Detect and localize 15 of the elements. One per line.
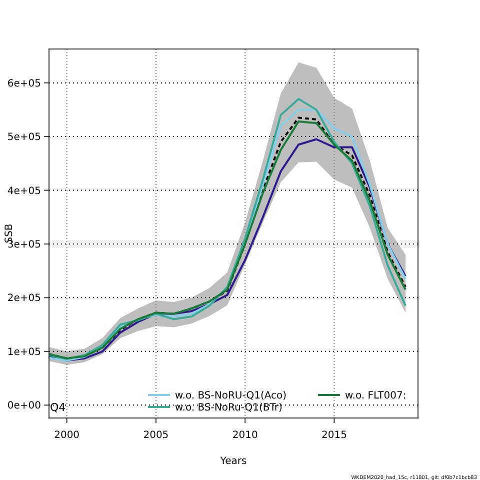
y-tick-label: 4e+05 bbox=[7, 186, 41, 197]
y-tick-label: 6e+05 bbox=[7, 78, 41, 90]
x-tick-label: 2015 bbox=[321, 430, 347, 441]
x-tick-label: 2005 bbox=[143, 430, 169, 441]
y-tick-label: 0e+00 bbox=[7, 400, 41, 412]
y-tick-label: 2e+05 bbox=[7, 293, 41, 304]
annotation: Q4 bbox=[50, 401, 66, 414]
legend-label: w.o. FLT007: bbox=[345, 390, 406, 402]
x-tick-label: 2000 bbox=[54, 430, 80, 441]
legend-label: w.o. BS-NoRu-Q1(BTr) bbox=[175, 402, 283, 414]
y-tick-label: 1e+05 bbox=[7, 346, 41, 358]
x-axis-title: Years bbox=[219, 456, 247, 467]
x-tick-label: 2010 bbox=[232, 430, 258, 441]
y-tick-label: 5e+05 bbox=[7, 132, 41, 144]
legend-label: w.o. BS-NoRU-Q1(Aco) bbox=[175, 390, 287, 402]
